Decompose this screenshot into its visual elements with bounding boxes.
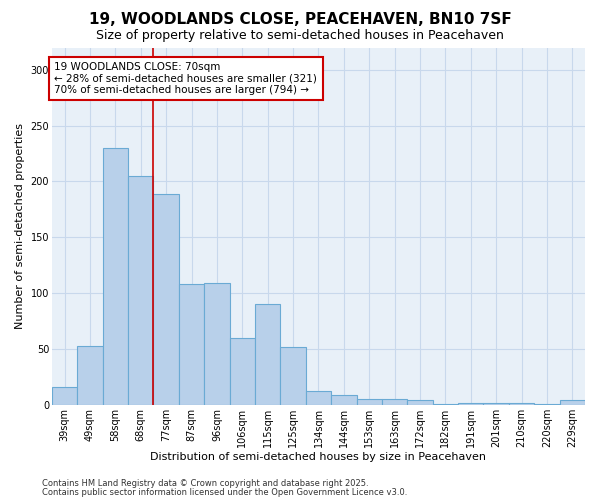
Text: Contains HM Land Registry data © Crown copyright and database right 2025.: Contains HM Land Registry data © Crown c… [42,479,368,488]
Bar [484,402,509,405]
Text: Size of property relative to semi-detached houses in Peacehaven: Size of property relative to semi-detach… [96,29,504,42]
Bar [77,346,103,405]
Bar [407,400,433,405]
Text: Contains public sector information licensed under the Open Government Licence v3: Contains public sector information licen… [42,488,407,497]
Bar [280,346,306,405]
X-axis label: Distribution of semi-detached houses by size in Peacehaven: Distribution of semi-detached houses by … [151,452,487,462]
Y-axis label: Number of semi-detached properties: Number of semi-detached properties [15,123,25,329]
Bar [103,148,128,405]
Text: 19 WOODLANDS CLOSE: 70sqm
← 28% of semi-detached houses are smaller (321)
70% of: 19 WOODLANDS CLOSE: 70sqm ← 28% of semi-… [55,62,317,95]
Bar [433,404,458,405]
Bar [52,387,77,405]
Bar [179,284,204,405]
Bar [382,399,407,405]
Bar [534,404,560,405]
Bar [458,402,484,405]
Bar [356,399,382,405]
Bar [560,400,585,405]
Bar [509,402,534,405]
Bar [255,304,280,405]
Bar [230,338,255,405]
Text: 19, WOODLANDS CLOSE, PEACEHAVEN, BN10 7SF: 19, WOODLANDS CLOSE, PEACEHAVEN, BN10 7S… [89,12,511,28]
Bar [128,176,154,405]
Bar [204,283,230,405]
Bar [331,394,356,405]
Bar [154,194,179,405]
Bar [306,392,331,405]
